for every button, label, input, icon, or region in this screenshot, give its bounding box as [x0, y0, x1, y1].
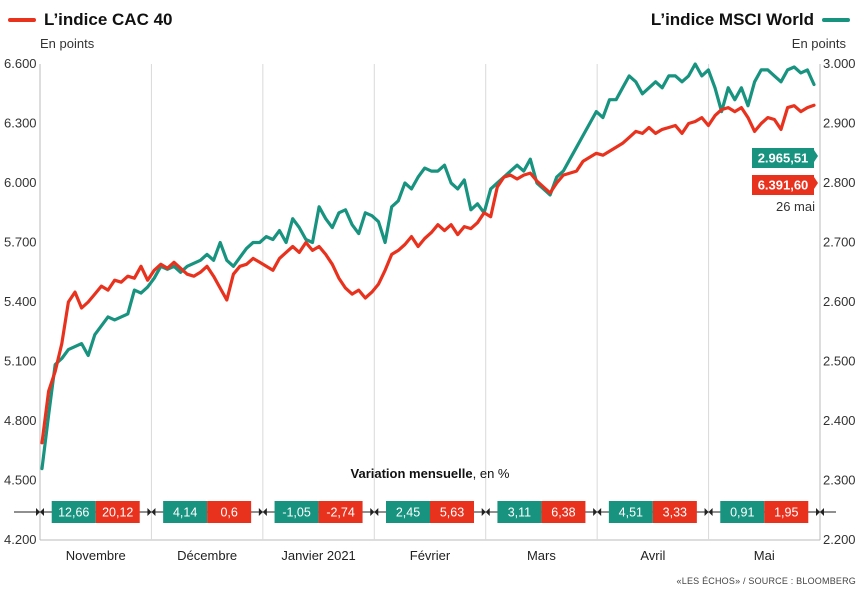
- msci-variation-box: [386, 501, 430, 523]
- month-label: Avril: [640, 548, 665, 563]
- msci-variation-value: -1,05: [282, 506, 311, 520]
- variation-arrowhead: [147, 508, 152, 516]
- msci-variation-value: 3,11: [508, 506, 531, 520]
- month-label: Mai: [754, 548, 775, 563]
- right-axis-tick: 2.300: [823, 473, 856, 488]
- msci-variation-box: [163, 501, 208, 523]
- cac-variation-value: 0,6: [220, 506, 237, 520]
- msci-variation-box: [608, 501, 653, 523]
- variation-arrowhead: [481, 508, 486, 516]
- cac-legend-swatch: [8, 18, 36, 22]
- cac-variation-box: [430, 501, 474, 523]
- left-axis-tick: 5.700: [4, 235, 37, 250]
- msci-variation-box: [51, 501, 96, 523]
- right-axis-tick: 2.400: [823, 413, 856, 428]
- cac-title-text: L’indice CAC 40: [44, 10, 173, 29]
- msci-variation-box: [497, 501, 542, 523]
- variation-arrowhead: [151, 508, 156, 516]
- cac-variation-value: 3,33: [663, 506, 687, 520]
- cac-variation-value: 6,38: [551, 506, 575, 520]
- cac-variation-box: [764, 501, 809, 523]
- cac-last-value-text: 6.391,60: [758, 178, 809, 193]
- variation-arrowhead: [370, 508, 375, 516]
- msci-title-text: L’indice MSCI World: [650, 10, 814, 29]
- month-label: Janvier 2021: [281, 548, 355, 563]
- cac-variation-value: -2,74: [326, 506, 355, 520]
- cac-variation-value: 5,63: [440, 506, 464, 520]
- msci-variation-value: 2,45: [396, 506, 420, 520]
- left-axis-tick: 6.300: [4, 116, 37, 131]
- right-axis-tick: 2.600: [823, 294, 856, 309]
- msci-series-line: [40, 62, 816, 471]
- left-axis-tick: 6.600: [4, 56, 37, 71]
- msci-last-value-arrow: [814, 150, 818, 162]
- cac-unit: En points: [40, 36, 95, 51]
- right-axis-tick: 2.500: [823, 354, 856, 369]
- variation-arrowhead: [40, 508, 44, 516]
- variation-arrowhead: [374, 508, 379, 516]
- variation-arrowhead: [597, 508, 602, 516]
- variation-title: Variation mensuelle, en %: [0, 466, 860, 481]
- month-label: Février: [410, 548, 451, 563]
- month-label: Mars: [527, 548, 556, 563]
- right-axis-tick: 2.700: [823, 235, 856, 250]
- variation-arrowhead: [262, 508, 267, 516]
- cac-last-value-box: [752, 175, 814, 195]
- variation-title-text: Variation mensuelle: [350, 466, 473, 481]
- variation-unit: , en %: [472, 466, 510, 481]
- variation-arrowhead: [704, 508, 709, 516]
- left-axis-tick: 4.200: [4, 532, 37, 547]
- variation-arrowhead: [258, 508, 263, 516]
- left-axis-tick: 4.500: [4, 473, 37, 488]
- cac-series-line: [40, 103, 816, 445]
- cac-variation-box: [541, 501, 586, 523]
- cac-variation-box: [652, 501, 697, 523]
- variation-arrowhead: [593, 508, 598, 516]
- cac-variation-value: 1,95: [774, 506, 798, 520]
- msci-last-value-text: 2.965,51: [758, 151, 809, 166]
- variation-arrowhead: [816, 508, 820, 516]
- msci-variation-value: 4,51: [619, 506, 643, 520]
- msci-variation-box: [720, 501, 765, 523]
- variation-arrowhead: [820, 508, 824, 516]
- left-axis-tick: 5.400: [4, 294, 37, 309]
- cac-variation-value: 20,12: [102, 506, 133, 520]
- right-axis-tick: 3.000: [823, 56, 856, 71]
- msci-variation-value: 4,14: [173, 506, 197, 520]
- month-label: Décembre: [177, 548, 237, 563]
- right-axis-tick: 2.900: [823, 116, 856, 131]
- cac-title: L’indice CAC 40: [8, 10, 172, 30]
- msci-last-value-box: [752, 148, 814, 168]
- cac-last-value-arrow: [814, 177, 818, 189]
- cac-variation-box: [318, 501, 363, 523]
- right-axis-tick: 2.200: [823, 532, 856, 547]
- msci-title: L’indice MSCI World: [651, 10, 850, 30]
- cac-variation-box: [207, 501, 252, 523]
- left-axis-tick: 6.000: [4, 175, 37, 190]
- variation-arrowhead: [708, 508, 713, 516]
- msci-legend-swatch: [822, 18, 850, 22]
- variation-arrowhead: [36, 508, 40, 516]
- right-axis-tick: 2.800: [823, 175, 856, 190]
- msci-variation-value: 12,66: [58, 506, 89, 520]
- variation-arrowhead: [485, 508, 490, 516]
- cac-variation-box: [95, 501, 140, 523]
- left-axis-tick: 4.800: [4, 413, 37, 428]
- msci-variation-value: 0,91: [730, 506, 754, 520]
- last-value-date: 26 mai: [776, 199, 815, 214]
- left-axis-tick: 5.100: [4, 354, 37, 369]
- month-label: Novembre: [66, 548, 126, 563]
- msci-unit: En points: [791, 36, 846, 51]
- source-credit: «LES ÉCHOS» / SOURCE : BLOOMBERG: [676, 576, 856, 586]
- msci-variation-box: [274, 501, 319, 523]
